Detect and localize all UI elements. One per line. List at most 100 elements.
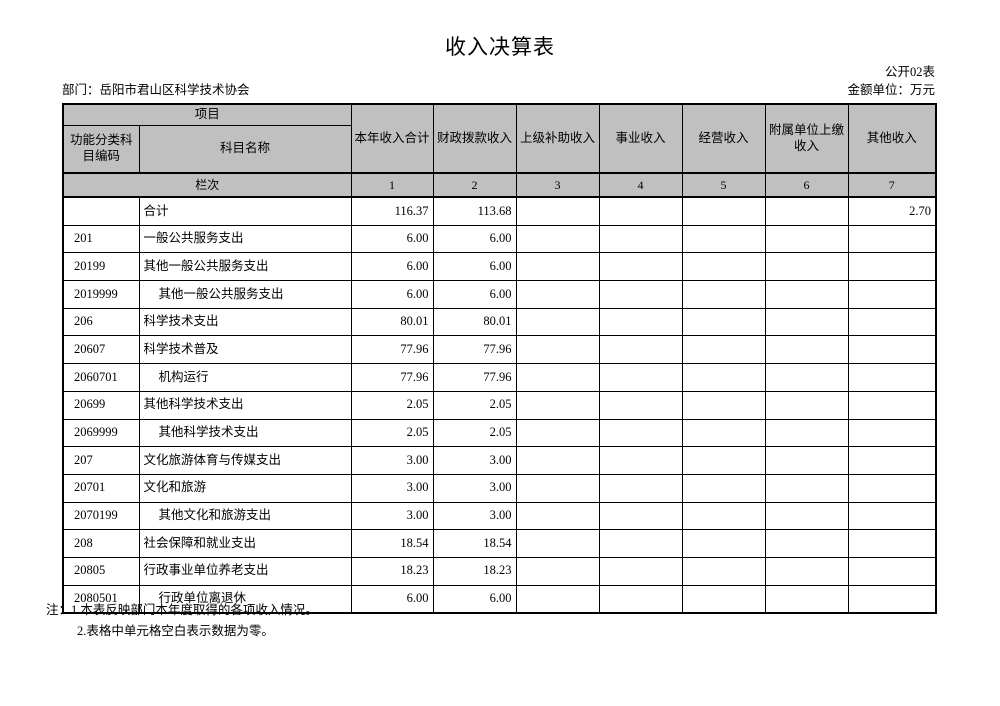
data-column-header: 事业收入 — [598, 103, 683, 174]
value-cell: 77.96 — [432, 363, 517, 392]
data-column-header: 上级补助收入 — [515, 103, 600, 174]
value-cell — [681, 501, 766, 531]
value-cell — [681, 556, 766, 586]
value-cell: 77.96 — [350, 335, 434, 365]
value-cell — [598, 390, 683, 420]
value-cell — [847, 224, 937, 254]
value-cell — [598, 252, 683, 282]
value-cell — [681, 390, 766, 420]
value-cell — [681, 529, 766, 558]
value-cell — [598, 584, 683, 614]
subject-code-cell: 20607 — [62, 335, 140, 365]
table-row: 201 一般公共服务支出 6.00 6.00 — [62, 224, 937, 254]
column-index: 4 — [598, 172, 683, 198]
value-cell: 18.54 — [432, 529, 517, 558]
value-cell: 3.00 — [432, 501, 517, 531]
table-row: 20199 其他一般公共服务支出 6.00 6.00 — [62, 252, 937, 282]
value-cell: 6.00 — [350, 224, 434, 254]
table-header: 项目 本年收入合计 财政拨款收入 上级补助收入 事业收入 经营收入 附属单位上缴… — [62, 103, 937, 198]
value-cell — [764, 390, 849, 420]
column-index: 7 — [847, 172, 937, 198]
value-cell: 3.00 — [432, 473, 517, 503]
value-cell — [681, 418, 766, 448]
value-cell — [515, 390, 600, 420]
subject-name-cell: 合计 — [138, 196, 352, 226]
table-row: 20699 其他科学技术支出 2.05 2.05 — [62, 390, 937, 420]
column-index: 6 — [764, 172, 849, 198]
value-cell — [847, 307, 937, 337]
subject-name-cell: 其他一般公共服务支出 — [138, 252, 352, 282]
value-cell — [764, 252, 849, 282]
value-cell — [681, 446, 766, 475]
value-cell — [515, 363, 600, 392]
value-cell — [598, 280, 683, 309]
subject-name-cell: 一般公共服务支出 — [138, 224, 352, 254]
value-cell: 18.23 — [432, 556, 517, 586]
value-cell — [847, 584, 937, 614]
subject-name-cell: 科学技术支出 — [138, 307, 352, 337]
value-cell: 2.05 — [350, 390, 434, 420]
value-cell — [847, 556, 937, 586]
value-cell: 3.00 — [432, 446, 517, 475]
value-cell — [598, 335, 683, 365]
value-cell — [515, 307, 600, 337]
row-index-header: 栏次 — [62, 172, 352, 198]
value-cell — [515, 529, 600, 558]
value-cell — [681, 473, 766, 503]
value-cell — [847, 446, 937, 475]
name-column-header: 科目名称 — [138, 125, 352, 174]
value-cell: 2.05 — [432, 390, 517, 420]
value-cell — [764, 529, 849, 558]
subject-code-cell: 2019999 — [62, 280, 140, 309]
data-column-header: 其他收入 — [847, 103, 937, 174]
value-cell: 6.00 — [350, 584, 434, 614]
value-cell — [598, 196, 683, 226]
subject-code-cell: 2080501 — [62, 584, 140, 614]
value-cell — [515, 446, 600, 475]
notes: 注：1.本表反映部门本年度取得的各项收入情况。 2.表格中单元格空白表示数据为零… — [46, 600, 318, 642]
column-index: 1 — [350, 172, 434, 198]
value-cell — [764, 473, 849, 503]
column-index: 5 — [681, 172, 766, 198]
value-cell — [681, 363, 766, 392]
department-label: 部门：岳阳市君山区科学技术协会 — [62, 83, 250, 97]
value-cell — [598, 418, 683, 448]
income-table-wrapper: 项目 本年收入合计 财政拨款收入 上级补助收入 事业收入 经营收入 附属单位上缴… — [62, 103, 938, 615]
value-cell — [681, 224, 766, 254]
subject-code-cell — [62, 196, 140, 226]
value-cell — [598, 556, 683, 586]
value-cell: 6.00 — [432, 584, 517, 614]
value-cell: 113.68 — [432, 196, 517, 226]
subject-name-cell: 机构运行 — [138, 363, 352, 392]
subject-code-cell: 2069999 — [62, 418, 140, 448]
value-cell: 77.96 — [432, 335, 517, 365]
table-row: 2019999 其他一般公共服务支出 6.00 6.00 — [62, 280, 937, 309]
value-cell — [847, 252, 937, 282]
table-row: 2069999 其他科学技术支出 2.05 2.05 — [62, 418, 937, 448]
value-cell: 2.05 — [432, 418, 517, 448]
subject-code-cell: 208 — [62, 529, 140, 558]
value-cell — [515, 280, 600, 309]
value-cell — [764, 501, 849, 531]
value-cell: 3.00 — [350, 501, 434, 531]
value-cell — [515, 501, 600, 531]
value-cell — [764, 446, 849, 475]
subject-name-cell: 文化旅游体育与传媒支出 — [138, 446, 352, 475]
value-cell: 6.00 — [350, 252, 434, 282]
table-row: 20607 科学技术普及 77.96 77.96 — [62, 335, 937, 365]
value-cell — [515, 556, 600, 586]
table-row: 2060701 机构运行 77.96 77.96 — [62, 363, 937, 392]
value-cell: 3.00 — [350, 473, 434, 503]
value-cell: 6.00 — [432, 280, 517, 309]
value-cell — [598, 473, 683, 503]
header-row-subject: 功能分类科目编码 科目名称 — [62, 125, 936, 174]
subject-name-cell: 科学技术普及 — [138, 335, 352, 365]
value-cell: 77.96 — [350, 363, 434, 392]
value-cell: 2.70 — [847, 196, 937, 226]
subject-code-cell: 201 — [62, 224, 140, 254]
value-cell — [764, 224, 849, 254]
value-cell — [598, 363, 683, 392]
table-row: 2080501 行政单位离退休 6.00 6.00 — [62, 584, 937, 614]
code-column-header: 功能分类科目编码 — [62, 125, 140, 174]
value-cell — [515, 196, 600, 226]
